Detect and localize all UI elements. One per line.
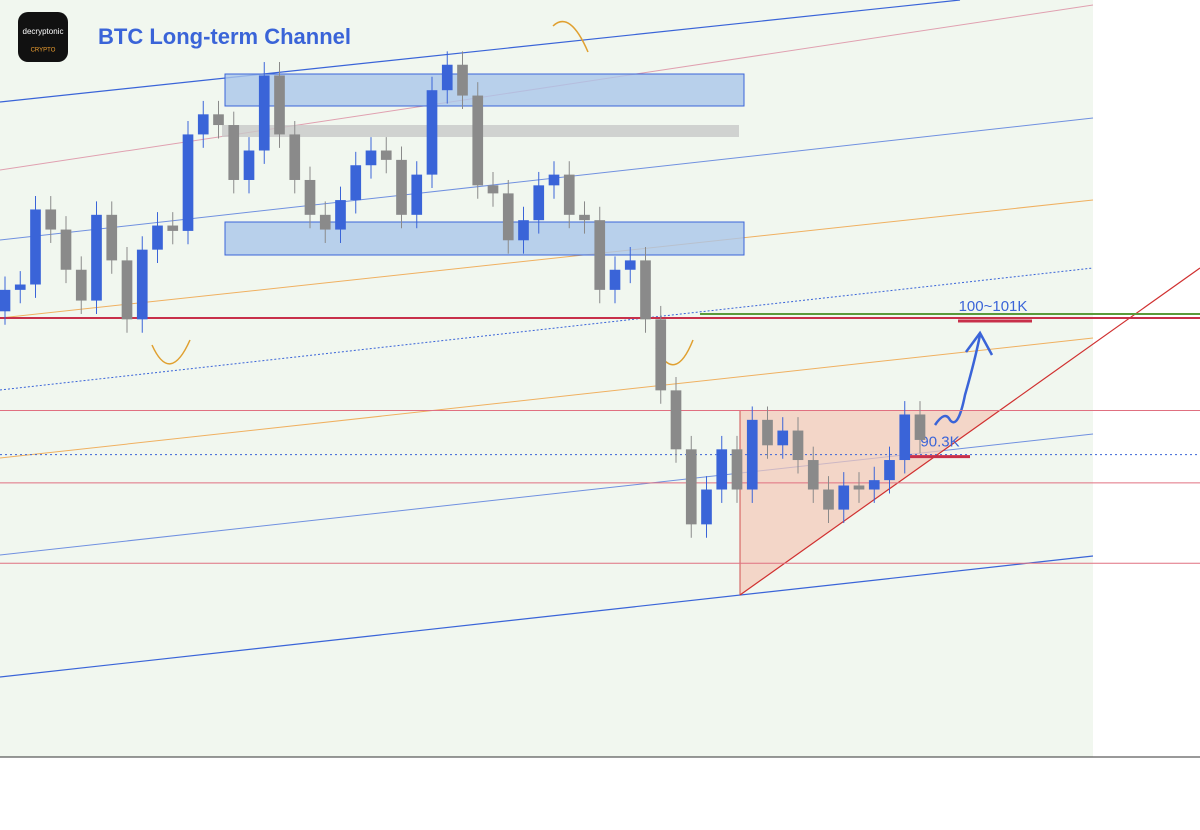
candle-body bbox=[670, 390, 682, 450]
candle-body bbox=[228, 125, 240, 180]
candle-body bbox=[441, 64, 453, 91]
candle-body bbox=[624, 260, 636, 270]
candle-body bbox=[91, 214, 102, 301]
candle-body bbox=[533, 185, 545, 221]
candle-body bbox=[121, 260, 133, 320]
candle-body bbox=[335, 200, 346, 230]
candle-body bbox=[106, 214, 118, 261]
candle-body bbox=[716, 449, 728, 490]
candle-body bbox=[685, 449, 697, 525]
candle-body bbox=[731, 449, 743, 490]
candle-body bbox=[823, 489, 834, 510]
candle-body bbox=[426, 90, 438, 175]
support-label: 90.3K bbox=[920, 434, 959, 451]
candle-body bbox=[167, 225, 179, 231]
channel-bottom bbox=[0, 555, 1094, 678]
candle-body bbox=[30, 209, 41, 285]
candle-body bbox=[45, 209, 57, 230]
candle-body bbox=[350, 165, 362, 201]
candle-body bbox=[258, 75, 270, 151]
candle-body bbox=[197, 114, 209, 135]
candle-body bbox=[136, 249, 148, 320]
candle-body bbox=[548, 174, 560, 186]
candle-body bbox=[777, 430, 789, 446]
candle-body bbox=[838, 485, 850, 510]
logo-text: decryptonic bbox=[23, 27, 64, 36]
candle-body bbox=[762, 419, 773, 446]
candle-body bbox=[518, 220, 529, 241]
candle-body bbox=[594, 220, 606, 290]
candle-body bbox=[868, 480, 880, 490]
candle-body bbox=[792, 430, 804, 461]
candle-body bbox=[0, 289, 11, 312]
candle-body bbox=[884, 460, 895, 481]
channel-line bbox=[0, 337, 1094, 459]
channel-line bbox=[0, 117, 1094, 241]
candle-body bbox=[243, 150, 255, 180]
resistance-zone bbox=[224, 73, 745, 107]
candle-body bbox=[365, 150, 377, 166]
channel-top bbox=[0, 0, 961, 103]
candle-body bbox=[640, 260, 651, 320]
chart-title: BTC Long-term Channel bbox=[98, 24, 351, 49]
background bbox=[0, 0, 1093, 757]
candle-body bbox=[655, 319, 667, 391]
candle-body bbox=[701, 489, 712, 525]
candle-body bbox=[75, 269, 87, 301]
support-zone bbox=[224, 221, 745, 256]
candle-body bbox=[746, 419, 758, 490]
candle-body bbox=[914, 414, 926, 440]
projection-arrow bbox=[933, 334, 982, 426]
candle-body bbox=[457, 64, 468, 96]
candle-body bbox=[411, 174, 423, 215]
candle-body bbox=[380, 150, 392, 160]
candle-body bbox=[579, 214, 590, 221]
uptrend-line bbox=[739, 267, 1200, 596]
candle-body bbox=[213, 114, 224, 126]
target-label: 100~101K bbox=[959, 298, 1028, 315]
candle-body bbox=[304, 179, 316, 215]
bottom-arc bbox=[151, 339, 191, 365]
candle-body bbox=[60, 229, 72, 270]
candle-body bbox=[289, 134, 301, 180]
candle-body bbox=[487, 185, 499, 194]
candle-body bbox=[563, 174, 575, 215]
channel-line bbox=[0, 199, 1094, 319]
channel-line bbox=[0, 267, 1094, 391]
candle-body bbox=[319, 214, 331, 230]
candle-body bbox=[396, 159, 407, 215]
arrow-head bbox=[964, 330, 994, 356]
candle-body bbox=[152, 225, 163, 250]
candle-body bbox=[899, 414, 911, 461]
candle-body bbox=[853, 485, 865, 490]
top-arc bbox=[552, 20, 589, 53]
candle-body bbox=[502, 193, 514, 241]
candle-body bbox=[14, 284, 26, 290]
logo-sub: CRYPTO bbox=[31, 48, 56, 54]
candle-body bbox=[274, 75, 285, 135]
candle-body bbox=[182, 134, 194, 231]
candle-body bbox=[609, 269, 621, 290]
candle-body bbox=[472, 95, 484, 186]
candle-body bbox=[807, 460, 819, 490]
logo bbox=[18, 12, 68, 62]
